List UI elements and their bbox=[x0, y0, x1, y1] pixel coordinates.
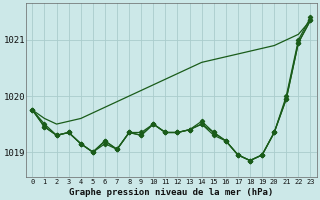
X-axis label: Graphe pression niveau de la mer (hPa): Graphe pression niveau de la mer (hPa) bbox=[69, 188, 274, 197]
